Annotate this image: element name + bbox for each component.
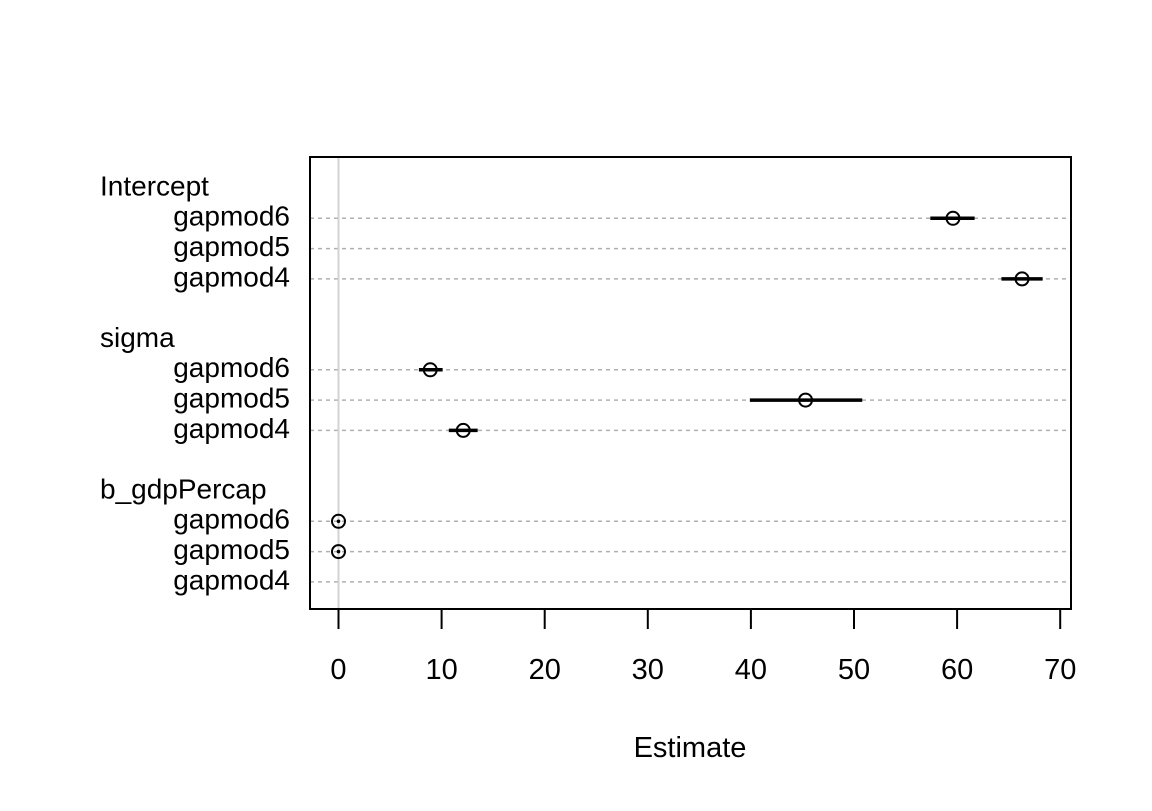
row-labels-layer: Interceptgapmod6gapmod5gapmod4sigmagapmo… [100, 170, 290, 595]
row-label: gapmod4 [173, 261, 290, 292]
group-label: b_gdpPercap [100, 473, 267, 504]
row-label: gapmod6 [173, 201, 290, 232]
estimate-point [331, 513, 346, 529]
row-label: gapmod5 [173, 534, 290, 565]
row-label: gapmod6 [173, 504, 290, 535]
x-tick-label: 40 [735, 654, 767, 686]
x-tick-label: 50 [838, 654, 870, 686]
grid-layer [310, 217, 1071, 583]
x-tick-label: 20 [529, 654, 561, 686]
x-tick-label: 0 [330, 654, 346, 686]
estimate-center-dot [336, 519, 341, 524]
row-label: gapmod5 [173, 231, 290, 262]
estimate-point [455, 422, 471, 438]
row-label: gapmod6 [173, 352, 290, 383]
x-tick-label: 70 [1044, 654, 1076, 686]
x-tick-label: 30 [632, 654, 664, 686]
row-label: gapmod4 [173, 564, 290, 595]
estimate-center-dot [336, 549, 341, 554]
x-axis-layer: 0 10 20 30 40 50 60 70 [330, 609, 1076, 686]
x-axis-title: Estimate [634, 732, 747, 764]
plot-frame [309, 156, 1072, 610]
row-label: gapmod4 [173, 413, 290, 444]
marks-layer [331, 210, 1043, 560]
estimate-point [331, 544, 346, 560]
group-label: sigma [100, 322, 175, 353]
estimate-point [798, 392, 814, 408]
row-label: gapmod5 [173, 382, 290, 413]
x-tick-label: 10 [425, 654, 457, 686]
group-label: Intercept [100, 170, 209, 201]
estimate-point [945, 210, 961, 226]
x-tick-label: 60 [941, 654, 973, 686]
estimate-point [1014, 271, 1030, 287]
estimate-point [422, 362, 438, 378]
